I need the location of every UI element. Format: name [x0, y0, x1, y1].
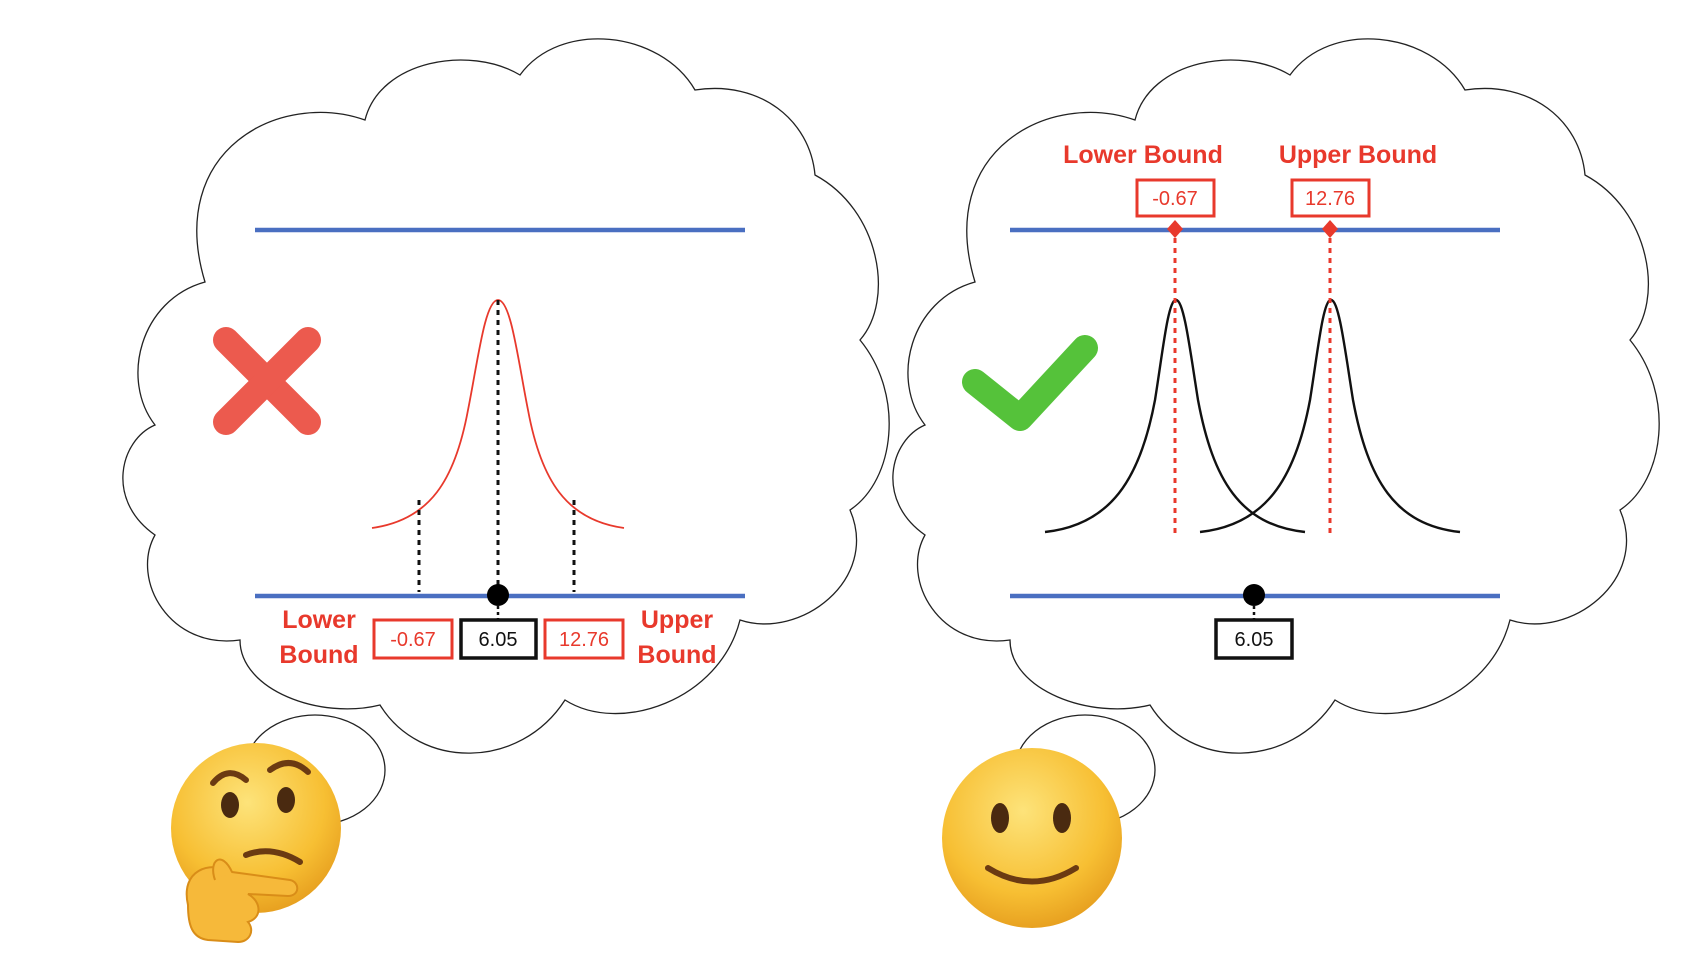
right-upper-value: 12.76	[1305, 188, 1355, 210]
right-panel: Lower Bound Upper Bound -0.67 12.76 6.05	[892, 38, 1660, 928]
right-estimate-value: 6.05	[1235, 629, 1274, 651]
left-estimate-box	[459, 618, 538, 660]
left-lower-bound-label-line1: Lower	[282, 606, 356, 634]
right-estimate-point	[1243, 584, 1265, 606]
left-upper-value: 12.76	[559, 629, 609, 651]
left-lower-bound-label-line2: Bound	[279, 641, 358, 669]
right-lower-bound-label: Lower Bound	[1063, 141, 1223, 169]
left-lower-value: -0.67	[390, 629, 436, 651]
right-lower-marker	[1167, 220, 1183, 238]
left-thought-cloud	[122, 38, 890, 754]
check-icon	[962, 335, 1098, 431]
left-upper-bound-label-line1: Upper	[641, 606, 714, 634]
cross-icon	[213, 327, 321, 435]
right-upper-value-box	[1290, 178, 1371, 218]
right-estimate-box	[1214, 618, 1294, 660]
right-thought-cloud	[892, 38, 1660, 754]
left-panel: -0.67 6.05 12.76 Lower Bound Upper Bound	[122, 38, 890, 944]
left-estimate-point	[487, 584, 509, 606]
left-upper-bound-label-line2: Bound	[637, 641, 716, 669]
slightly-smiling-face-emoji	[942, 748, 1122, 928]
right-lower-value-box	[1135, 178, 1216, 218]
right-upper-bound-label: Upper Bound	[1279, 141, 1437, 169]
right-upper-marker	[1322, 220, 1338, 238]
left-lower-value-box	[372, 618, 454, 660]
left-estimate-value: 6.05	[479, 629, 518, 651]
right-lower-value: -0.67	[1152, 188, 1198, 210]
left-upper-value-box	[543, 618, 625, 660]
thinking-face-emoji	[171, 743, 341, 944]
